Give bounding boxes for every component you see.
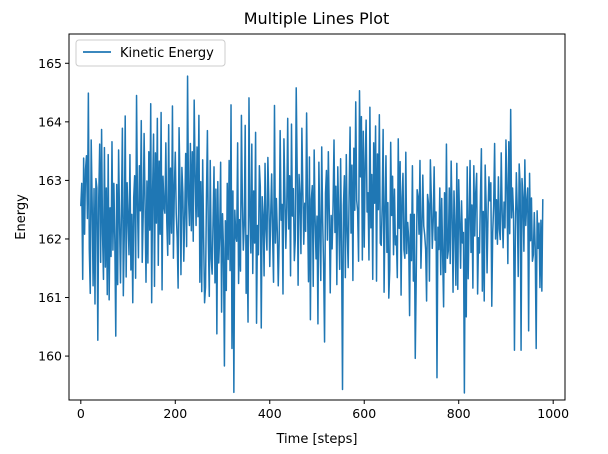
y-axis-title: Energy xyxy=(14,194,29,240)
y-axis: 160 161 162 163 164 165 xyxy=(38,56,69,364)
x-tick-label: 200 xyxy=(163,406,187,421)
x-tick-label: 400 xyxy=(258,406,282,421)
x-axis: 0 200 400 600 800 1000 xyxy=(77,400,569,421)
legend: Kinetic Energy xyxy=(75,39,226,67)
y-tick-label: 160 xyxy=(38,349,62,364)
y-tick-label: 165 xyxy=(38,56,62,71)
x-tick-label: 800 xyxy=(447,406,471,421)
series-line-0 xyxy=(80,75,544,394)
legend-box xyxy=(75,39,226,67)
plot-lines xyxy=(80,75,544,394)
x-tick-label: 1000 xyxy=(537,406,569,421)
y-tick-label: 163 xyxy=(38,173,62,188)
y-tick-label: 162 xyxy=(38,231,62,246)
plot-area-frame xyxy=(68,33,566,401)
chart-title: Multiple Lines Plot xyxy=(244,9,390,28)
x-tick-label: 600 xyxy=(352,406,376,421)
y-tick-label: 164 xyxy=(38,114,62,129)
x-axis-title: Time [steps] xyxy=(276,432,358,447)
y-tick-label: 161 xyxy=(38,290,62,305)
x-tick-label: 0 xyxy=(77,406,85,421)
legend-label: Kinetic Energy xyxy=(120,46,214,61)
